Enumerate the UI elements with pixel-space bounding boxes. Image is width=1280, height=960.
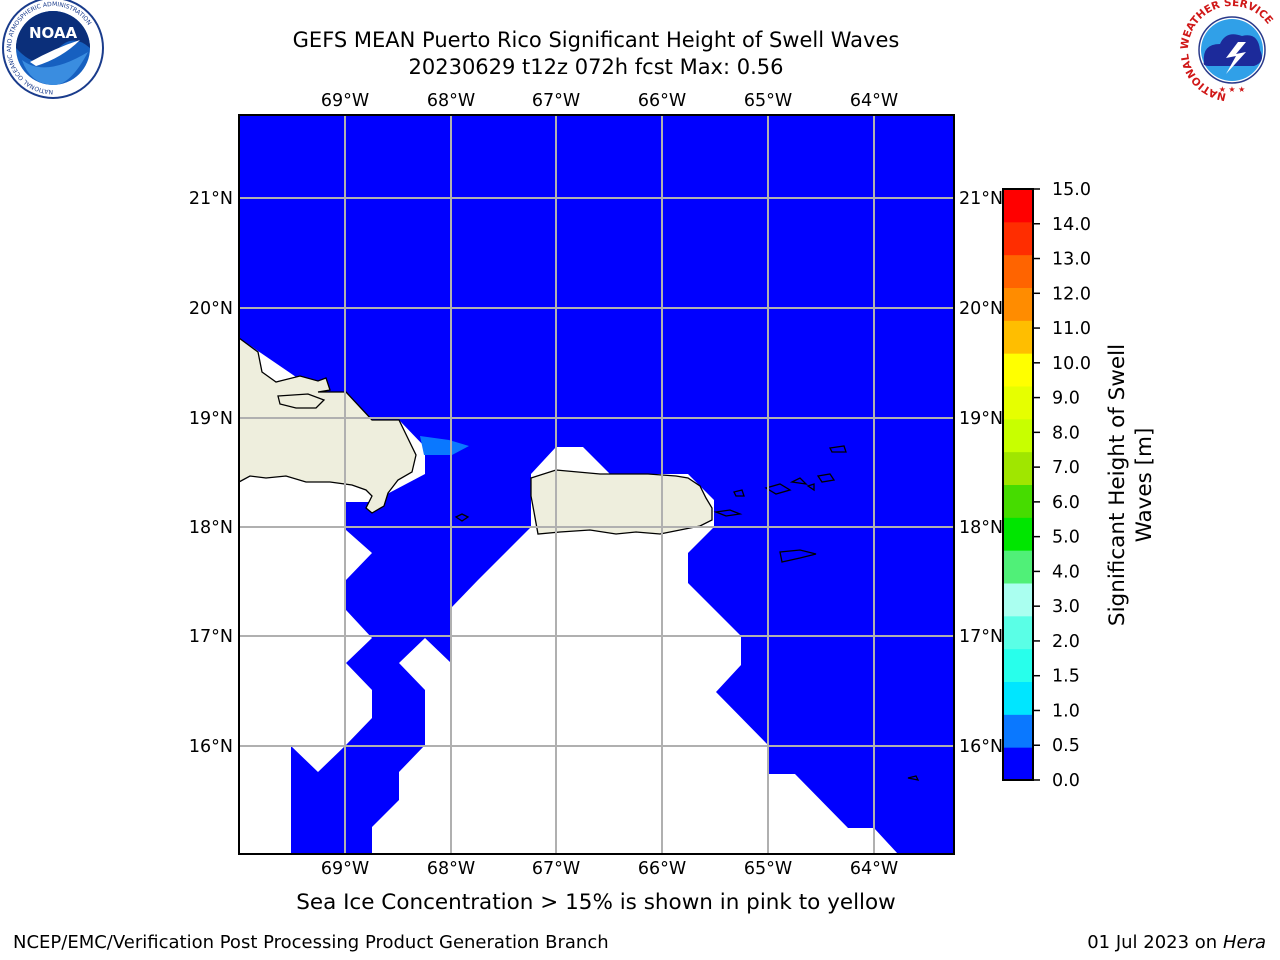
sea-ice-caption: Sea Ice Concentration > 15% is shown in … — [296, 890, 896, 915]
swell-field — [239, 115, 954, 854]
noaa-logo-text: NOAA — [29, 24, 78, 42]
colorbar-tick-label: 2.0 — [1052, 632, 1080, 652]
svg-text:★ ★ ★: ★ ★ ★ — [1219, 85, 1246, 94]
nws-logo-icon: NATIONAL WEATHER SERVICE ★ ★ ★ — [1179, 0, 1280, 103]
colorbar-segment — [1003, 386, 1033, 420]
lat-label-left: 16°N — [189, 737, 233, 757]
colorbar-tick-label: 7.0 — [1052, 458, 1080, 478]
colorbar: 0.0 0.5 1.0 1.5 2.0 3.0 4.0 5.0 6.0 7.0 8.0 9.0 10.0… — [1002, 180, 1091, 791]
colorbar-segment — [1003, 451, 1033, 485]
colorbar-tick-label: 0.0 — [1052, 771, 1080, 791]
lat-label-right: 21°N — [959, 189, 1003, 209]
lon-label-top: 68°W — [427, 91, 475, 111]
footer-host: Hera — [1222, 932, 1266, 953]
hispaniola-land — [238, 336, 417, 514]
colorbar-tick-label: 6.0 — [1052, 493, 1080, 513]
colorbar-tick-label: 5.0 — [1052, 528, 1080, 548]
colorbar-tick-label: 4.0 — [1052, 562, 1080, 582]
colorbar-border — [1002, 188, 1034, 781]
colorbar-tick-label: 10.0 — [1052, 354, 1091, 374]
lon-label-bottom: 68°W — [427, 859, 475, 879]
lat-label-right: 19°N — [959, 409, 1003, 429]
colorbar-label-line2: Waves [m] — [1132, 428, 1157, 543]
colorbar-tick-label: 1.0 — [1052, 701, 1080, 721]
colorbar-tick-label: 8.0 — [1052, 423, 1080, 443]
colorbar-tick-label: 15.0 — [1052, 180, 1091, 200]
lat-label-left: 18°N — [189, 518, 233, 538]
footer-date: 01 Jul 2023 on Hera — [1087, 932, 1266, 953]
lat-label-left: 21°N — [189, 189, 233, 209]
lon-label-top: 66°W — [638, 91, 686, 111]
chart-subtitle: 20230629 t12z 072h fcst Max: 0.56 — [408, 55, 784, 79]
lat-label-right: 20°N — [959, 299, 1003, 319]
colorbar-segment — [1003, 189, 1033, 223]
colorbar-segment — [1003, 353, 1033, 387]
colorbar-segment — [1003, 517, 1033, 551]
lat-label-right: 16°N — [959, 737, 1003, 757]
lon-label-top: 64°W — [850, 91, 898, 111]
colorbar-segment — [1003, 254, 1033, 288]
colorbar-segment — [1003, 418, 1033, 453]
colorbar-segment — [1003, 550, 1033, 584]
colorbar-segment — [1003, 648, 1033, 682]
puerto-rico-land — [530, 469, 713, 535]
lat-label-left: 20°N — [189, 299, 233, 319]
colorbar-segment — [1003, 615, 1033, 650]
lat-label-left: 19°N — [189, 409, 233, 429]
colorbar-tick-label: 3.0 — [1052, 597, 1080, 617]
colorbar-segment — [1003, 287, 1033, 321]
colorbar-tick-label: 1.5 — [1052, 667, 1080, 687]
lon-label-bottom: 67°W — [532, 859, 580, 879]
colorbar-label: Significant Height of Swell Waves [m] — [1105, 344, 1157, 626]
colorbar-segment — [1003, 747, 1033, 781]
map-panel — [238, 114, 955, 855]
colorbar-tick-label: 14.0 — [1052, 215, 1091, 235]
lon-label-top: 67°W — [532, 91, 580, 111]
noaa-logo-icon: NATIONAL OCEANIC AND ATMOSPHERIC ADMINIS… — [2, 0, 104, 99]
lat-label-right: 18°N — [959, 518, 1003, 538]
colorbar-segment — [1003, 583, 1033, 617]
lon-label-bottom: 69°W — [321, 859, 369, 879]
lat-label-left: 17°N — [189, 627, 233, 647]
colorbar-tick-label: 11.0 — [1052, 319, 1091, 339]
colorbar-tick-label: 9.0 — [1052, 389, 1080, 409]
chart-title: GEFS MEAN Puerto Rico Significant Height… — [292, 28, 900, 52]
colorbar-segment — [1003, 681, 1033, 715]
lon-label-bottom: 65°W — [744, 859, 792, 879]
map-gridlines — [239, 115, 954, 854]
footer-date-text: 01 Jul 2023 on — [1087, 932, 1223, 953]
lon-label-top: 69°W — [321, 91, 369, 111]
colorbar-label-line1: Significant Height of Swell — [1105, 344, 1130, 626]
colorbar-segment — [1003, 221, 1033, 256]
lon-label-bottom: 66°W — [638, 859, 686, 879]
lon-label-top: 65°W — [744, 91, 792, 111]
colorbar-segment — [1003, 714, 1033, 748]
lon-label-bottom: 64°W — [850, 859, 898, 879]
colorbar-tick-label: 13.0 — [1052, 250, 1091, 270]
small-islands — [454, 445, 920, 781]
colorbar-segment — [1003, 484, 1033, 518]
swell-patch-light — [420, 436, 469, 455]
colorbar-tick-label: 12.0 — [1052, 284, 1091, 304]
colorbar-segment — [1003, 320, 1033, 354]
lat-label-right: 17°N — [959, 627, 1003, 647]
footer-credit: NCEP/EMC/Verification Post Processing Pr… — [13, 932, 609, 953]
colorbar-tick-label: 0.5 — [1052, 736, 1080, 756]
